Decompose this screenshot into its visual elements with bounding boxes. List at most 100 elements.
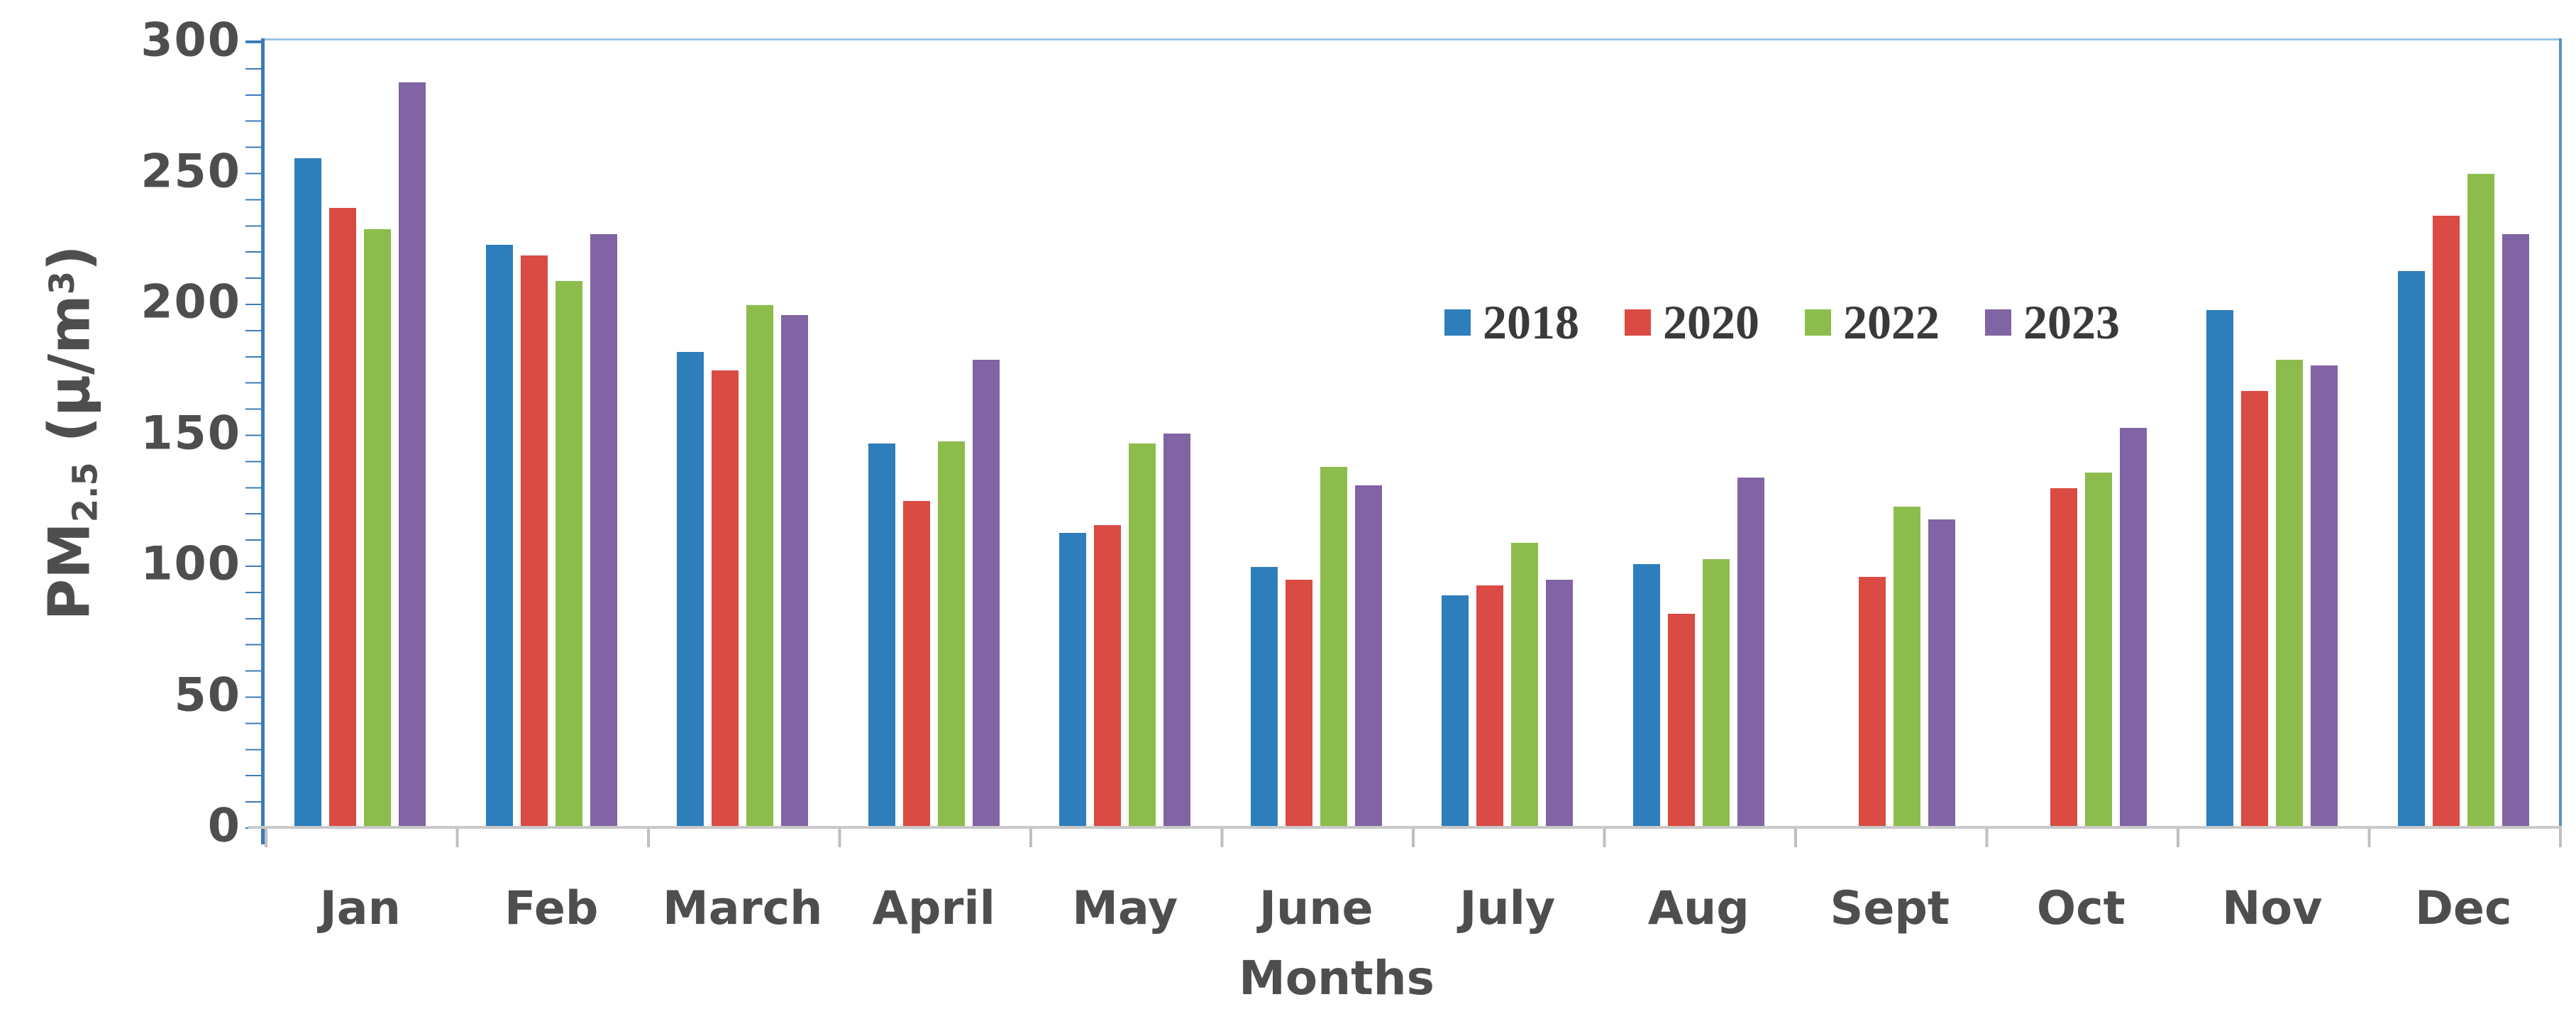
legend-label-2020: 2020 [1663, 295, 1759, 349]
y-axis-tick-labels: 300 250 200 150 100 50 0 [0, 14, 241, 853]
bar-2023-jan [399, 82, 426, 826]
bar-2023-nov [2311, 365, 2338, 826]
y-tick-label-50: 50 [174, 668, 241, 722]
x-axis-tick-labels: Jan Feb March April May June July Aug Sept Oct Nov… [265, 882, 2559, 935]
bar-2022-jan [364, 228, 392, 826]
bar-2020-feb [520, 255, 548, 826]
bar-2022-feb [555, 281, 582, 826]
bar-2022-dec [2467, 174, 2494, 826]
bar-2020-sept [1859, 577, 1886, 826]
x-tick-label-aug: Aug [1647, 882, 1749, 935]
x-axis-line [248, 826, 2562, 829]
y-tick-label-0: 0 [207, 799, 241, 853]
bar-2023-oct [2119, 428, 2147, 826]
bar-2022-june [1320, 467, 1347, 826]
legend-item-2023: 2023 [1985, 298, 2120, 346]
bar-2020-oct [2050, 488, 2077, 826]
x-tick-label-jan: Jan [319, 882, 401, 935]
bar-2018-aug [1632, 564, 1660, 826]
y-tick-label-150: 150 [140, 407, 241, 460]
bar-group-aug [1603, 40, 1795, 826]
bar-2020-july [1476, 585, 1504, 826]
legend-swatch-2018 [1444, 309, 1471, 336]
legend-swatch-2020 [1625, 309, 1651, 336]
bar-2023-april [972, 360, 1000, 826]
bar-2023-june [1354, 485, 1382, 826]
bar-2023-may [1163, 433, 1191, 826]
legend-label-2022: 2022 [1843, 295, 1940, 349]
bar-2018-april [868, 443, 895, 826]
bar-2020-june [1285, 580, 1312, 826]
bar-2022-oct [2084, 472, 2112, 826]
bar-2023-aug [1737, 478, 1764, 826]
y-tick-label-300: 300 [140, 13, 241, 67]
bars-container [265, 40, 2559, 826]
bar-group-dec [2368, 40, 2560, 826]
x-tick-label-nov: Nov [2222, 882, 2323, 935]
x-axis-title: Months [1239, 951, 1435, 1005]
bar-2018-dec [2397, 270, 2425, 826]
bar-group-march [647, 40, 839, 826]
plot-border-top [265, 38, 2561, 40]
legend-swatch-2023 [1985, 309, 2011, 336]
bar-2018-may [1059, 532, 1087, 826]
bar-2023-sept [1928, 519, 1956, 826]
bar-2022-sept [1894, 506, 1921, 826]
bar-2018-july [1442, 595, 1469, 826]
bar-group-jan [265, 40, 456, 826]
x-axis-ticks [265, 829, 2562, 847]
plot-border-right [2559, 38, 2562, 826]
bar-2020-nov [2241, 391, 2269, 826]
bar-2020-april [902, 501, 930, 826]
bar-2023-july [1546, 580, 1574, 826]
legend-item-2018: 2018 [1444, 298, 1579, 346]
bar-group-sept [1794, 40, 1986, 826]
bar-2023-march [781, 315, 809, 826]
x-tick-label-april: April [872, 882, 995, 935]
bar-2022-aug [1702, 558, 1730, 826]
bar-2020-may [1094, 524, 1122, 826]
bar-group-may [1029, 40, 1221, 826]
bar-group-april [839, 40, 1030, 826]
x-tick-label-march: March [663, 882, 823, 935]
legend-swatch-2022 [1805, 309, 1831, 336]
bar-2023-feb [590, 234, 617, 826]
bar-2022-may [1129, 443, 1156, 826]
bar-2022-july [1511, 543, 1539, 826]
y-axis-line [261, 38, 265, 844]
x-tick-label-dec: Dec [2414, 882, 2512, 935]
x-tick-label-sept: Sept [1830, 882, 1950, 935]
legend-item-2022: 2022 [1805, 298, 1940, 346]
x-tick-label-feb: Feb [504, 882, 599, 935]
x-tick-label-june: June [1259, 882, 1373, 935]
bar-2023-dec [2502, 234, 2529, 826]
bar-group-oct [1986, 40, 2177, 826]
bar-2020-jan [329, 208, 357, 826]
x-tick-label-may: May [1072, 882, 1178, 935]
bar-2018-jan [294, 158, 322, 826]
bar-2020-aug [1667, 614, 1695, 826]
bar-group-june [1221, 40, 1413, 826]
bar-group-july [1412, 40, 1603, 826]
bar-2022-nov [2276, 360, 2304, 826]
bar-group-nov [2177, 40, 2368, 826]
y-axis-minor-ticks [245, 40, 261, 829]
legend-item-2020: 2020 [1625, 298, 1759, 346]
bar-2020-dec [2432, 216, 2460, 826]
bar-2018-june [1250, 566, 1278, 826]
bar-2022-march [746, 304, 774, 826]
bar-2018-march [677, 352, 704, 826]
legend-label-2018: 2018 [1483, 295, 1579, 349]
bar-2018-nov [2206, 310, 2234, 826]
bar-2022-april [937, 441, 965, 826]
bar-2020-march [712, 370, 739, 826]
plot-area: 2018 2020 2022 2023 [245, 38, 2562, 847]
legend: 2018 2020 2022 2023 [1444, 298, 2120, 346]
y-tick-label-250: 250 [140, 145, 241, 198]
y-tick-label-200: 200 [140, 275, 241, 329]
bar-2018-feb [485, 244, 513, 826]
x-tick-label-july: July [1459, 882, 1556, 935]
bar-group-feb [456, 40, 648, 826]
x-tick-label-oct: Oct [2036, 882, 2126, 935]
